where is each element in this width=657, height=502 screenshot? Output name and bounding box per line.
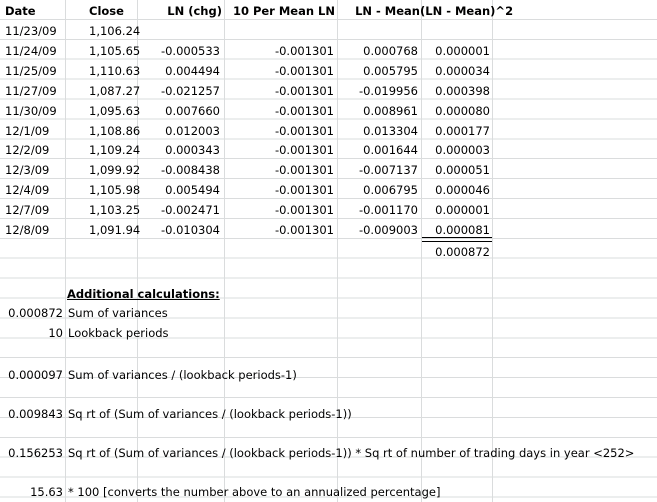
ln-minus-mean-cell[interactable]: -0.007137: [358, 163, 418, 178]
additional-heading[interactable]: Additional calculations:: [67, 287, 220, 301]
mean-ln-cell[interactable]: -0.001301: [274, 143, 334, 158]
mean-ln-cell[interactable]: -0.001301: [274, 203, 334, 218]
sqrt-label[interactable]: Sq rt of (Sum of variances / (lookback p…: [68, 407, 352, 421]
ln-minus-mean-cell[interactable]: 0.013304: [363, 123, 418, 138]
ln-chg-cell[interactable]: 0.007660: [165, 103, 220, 118]
ln-minus-mean-cell[interactable]: 0.000768: [363, 43, 418, 58]
header-ln-minus-mean-sq[interactable]: (LN - Mean)^2: [420, 4, 514, 18]
squared-cell[interactable]: 0.000003: [435, 143, 490, 158]
close-cell[interactable]: 1,099.92: [89, 163, 141, 178]
date-cell[interactable]: 12/4/09: [5, 183, 50, 198]
date-cell[interactable]: 11/27/09: [5, 83, 57, 98]
date-cell[interactable]: 12/3/09: [5, 163, 50, 178]
squared-cell[interactable]: 0.000051: [435, 163, 490, 178]
sum-variances-value[interactable]: 0.000872: [8, 306, 63, 320]
header-10-per-mean-ln[interactable]: 10 Per Mean LN: [232, 4, 335, 18]
ln-chg-cell[interactable]: -0.008438: [160, 163, 220, 178]
ln-chg-cell[interactable]: 0.000343: [165, 143, 220, 158]
close-cell[interactable]: 1,095.63: [89, 103, 141, 118]
ln-minus-mean-cell[interactable]: 0.008961: [363, 103, 418, 118]
squared-cell[interactable]: 0.000001: [435, 203, 490, 218]
ln-chg-cell[interactable]: -0.000533: [160, 43, 220, 58]
mean-ln-cell[interactable]: -0.001301: [274, 183, 334, 198]
date-cell[interactable]: 11/30/09: [5, 103, 57, 118]
mean-ln-cell[interactable]: -0.001301: [274, 163, 334, 178]
double-underline-border: [422, 237, 492, 242]
lookback-value[interactable]: 10: [48, 326, 63, 340]
close-cell[interactable]: 1,087.27: [89, 83, 141, 98]
squared-cell[interactable]: 0.000034: [435, 63, 490, 78]
close-cell[interactable]: 1,091.94: [89, 223, 141, 237]
percentage-value[interactable]: 15.63: [30, 485, 63, 499]
date-cell[interactable]: 12/1/09: [5, 123, 50, 138]
ln-minus-mean-cell[interactable]: -0.001170: [358, 203, 418, 218]
mean-ln-cell[interactable]: -0.001301: [274, 123, 334, 138]
ln-minus-mean-cell[interactable]: -0.019956: [358, 83, 418, 98]
variance-value[interactable]: 0.000097: [8, 368, 63, 382]
mean-ln-cell[interactable]: -0.001301: [274, 103, 334, 118]
annualized-value[interactable]: 0.156253: [8, 446, 63, 460]
variance-label[interactable]: Sum of variances / (lookback periods-1): [68, 368, 297, 382]
mean-ln-cell[interactable]: [226, 21, 334, 41]
date-cell[interactable]: 11/23/09: [5, 24, 57, 38]
squared-cell[interactable]: 0.000001: [435, 43, 490, 58]
squared-cell[interactable]: 0.000398: [435, 83, 490, 98]
sqrt-value[interactable]: 0.009843: [8, 407, 63, 421]
ln-minus-mean-cell[interactable]: 0.001644: [363, 143, 418, 158]
annualized-label[interactable]: Sq rt of (Sum of variances / (lookback p…: [68, 446, 635, 460]
squared-cell[interactable]: 0.000046: [435, 183, 490, 198]
date-cell[interactable]: 12/2/09: [5, 143, 50, 158]
ln-chg-cell[interactable]: 0.005494: [165, 183, 220, 198]
mean-ln-cell[interactable]: -0.001301: [274, 63, 334, 78]
sum-of-squares-cell[interactable]: 0.000872: [435, 245, 490, 259]
close-cell[interactable]: 1,103.25: [89, 203, 141, 218]
ln-minus-mean-cell[interactable]: -0.009003: [358, 223, 418, 237]
squared-cell[interactable]: 0.000080: [435, 103, 490, 118]
percentage-label[interactable]: * 100 [converts the number above to an a…: [68, 485, 441, 499]
close-cell[interactable]: 1,105.65: [89, 43, 141, 58]
squared-cell[interactable]: 0.000081: [435, 223, 490, 237]
date-cell[interactable]: 11/25/09: [5, 63, 57, 78]
close-cell[interactable]: 1,108.86: [89, 123, 141, 138]
ln-minus-mean-cell[interactable]: 0.006795: [363, 183, 418, 198]
ln-chg-cell[interactable]: 0.004494: [165, 63, 220, 78]
header-ln-chg[interactable]: LN (chg): [167, 4, 222, 18]
header-close[interactable]: Close: [89, 4, 124, 18]
ln-chg-cell[interactable]: [140, 21, 220, 41]
date-cell[interactable]: 12/8/09: [5, 223, 50, 237]
close-cell[interactable]: 1,110.63: [89, 63, 141, 78]
ln-minus-mean-cell[interactable]: [338, 21, 418, 41]
header-ln-minus-mean[interactable]: LN - Mean: [355, 4, 420, 18]
squared-cell[interactable]: 0.000177: [435, 123, 490, 138]
lookback-label[interactable]: Lookback periods: [68, 326, 169, 340]
close-cell[interactable]: 1,109.24: [89, 143, 141, 158]
ln-chg-cell[interactable]: -0.021257: [160, 83, 220, 98]
ln-chg-cell[interactable]: -0.002471: [160, 203, 220, 218]
sum-variances-label[interactable]: Sum of variances: [68, 306, 168, 320]
mean-ln-cell[interactable]: -0.001301: [274, 223, 334, 237]
squared-cell[interactable]: [420, 21, 490, 41]
ln-minus-mean-cell[interactable]: 0.005795: [363, 63, 418, 78]
mean-ln-cell[interactable]: -0.001301: [274, 83, 334, 98]
date-cell[interactable]: 11/24/09: [5, 43, 57, 58]
ln-chg-cell[interactable]: -0.010304: [160, 223, 220, 237]
date-cell[interactable]: 12/7/09: [5, 203, 50, 218]
header-date[interactable]: Date: [5, 4, 36, 18]
close-cell[interactable]: 1,105.98: [89, 183, 141, 198]
mean-ln-cell[interactable]: -0.001301: [274, 43, 334, 58]
ln-chg-cell[interactable]: 0.012003: [165, 123, 220, 138]
close-cell[interactable]: 1,106.24: [89, 24, 141, 38]
